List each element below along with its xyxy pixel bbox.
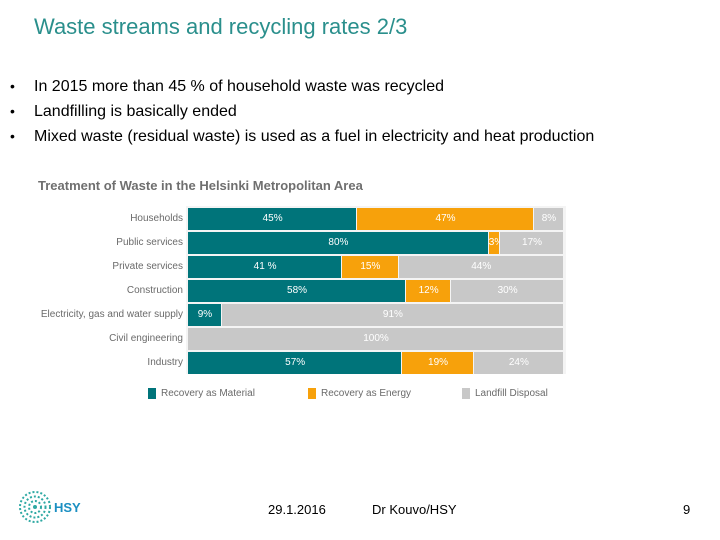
bullet-text: Mixed waste (residual waste) is used as …	[34, 128, 595, 145]
footer-author: Dr Kouvo/HSY	[372, 502, 457, 517]
data-label: 47%	[435, 213, 456, 224]
page-number: 9	[683, 502, 691, 517]
bullet-item: • In 2015 more than 45 % of household was…	[10, 74, 710, 99]
data-label: 17%	[522, 237, 543, 248]
bullet-dot: •	[10, 78, 15, 94]
bar-segment	[357, 208, 533, 230]
bar-segment	[406, 280, 451, 302]
category-label: Households	[130, 213, 183, 224]
data-label: 45%	[262, 213, 283, 224]
data-label: 80%	[328, 237, 349, 248]
bar-segment	[188, 208, 357, 230]
data-label: 12%	[418, 285, 439, 296]
bar-segment	[402, 352, 473, 374]
category-label: Electricity, gas and water supply	[40, 309, 183, 320]
bar-segment	[500, 232, 563, 254]
bullet-dot: •	[10, 128, 15, 144]
chart-title: Treatment of Waste in the Helsinki Metro…	[38, 178, 363, 193]
data-label: 30%	[497, 285, 518, 296]
data-label: 44%	[471, 261, 492, 272]
data-label: 57%	[285, 357, 306, 368]
data-label: 3%	[488, 237, 504, 248]
data-label: 8%	[541, 213, 557, 224]
bar-segment	[533, 208, 563, 230]
bullet-text: In 2015 more than 45 % of household wast…	[34, 78, 445, 95]
hsy-logo: HSY	[18, 490, 88, 524]
bar-segment	[398, 256, 563, 278]
bar-segment	[221, 304, 563, 326]
legend-swatch	[462, 388, 470, 399]
footer-date: 29.1.2016	[268, 502, 326, 517]
category-label: Private services	[112, 261, 183, 272]
legend-label: Landfill Disposal	[475, 388, 548, 399]
bar-segment	[188, 232, 488, 254]
data-label: 24%	[508, 357, 529, 368]
bullet-list: • In 2015 more than 45 % of household was…	[10, 74, 710, 149]
bar-segment	[188, 256, 342, 278]
category-label: Construction	[126, 285, 183, 296]
bar-segment	[488, 232, 500, 254]
data-label: 19%	[428, 357, 449, 368]
bar-segment	[451, 280, 563, 302]
bullet-item: • Mixed waste (residual waste) is used as…	[10, 124, 710, 149]
bar-segment	[188, 352, 402, 374]
data-label: 100%	[363, 333, 389, 344]
slide-title: Waste streams and recycling rates 2/3	[34, 14, 408, 39]
category-label: Industry	[147, 357, 183, 368]
bar-segment	[188, 280, 406, 302]
bar-segment	[342, 256, 398, 278]
bar-segment	[188, 304, 221, 326]
bar-segment	[473, 352, 563, 374]
bullet-dot: •	[10, 103, 15, 119]
data-label: 9%	[197, 309, 213, 320]
data-label: 41 %	[253, 261, 277, 272]
stacked-bar-chart: Households 45% 47% 8% Public services 80% 3% 17…	[0, 200, 720, 410]
legend-label: Recovery as Energy	[321, 388, 412, 399]
hsy-logo-icon	[19, 491, 51, 523]
data-label: 58%	[287, 285, 308, 296]
bullet-text: Landfilling is basically ended	[34, 103, 237, 120]
bar-segment	[188, 328, 563, 350]
category-label: Public services	[116, 237, 183, 248]
legend-label: Recovery as Material	[161, 388, 255, 399]
data-label: 15%	[360, 261, 381, 272]
legend-swatch	[148, 388, 156, 399]
bullet-item: • Landfilling is basically ended	[10, 99, 710, 124]
data-label: 91%	[382, 309, 403, 320]
logo-text: HSY	[54, 500, 81, 515]
legend-swatch	[308, 388, 316, 399]
category-label: Civil engineering	[109, 333, 183, 344]
